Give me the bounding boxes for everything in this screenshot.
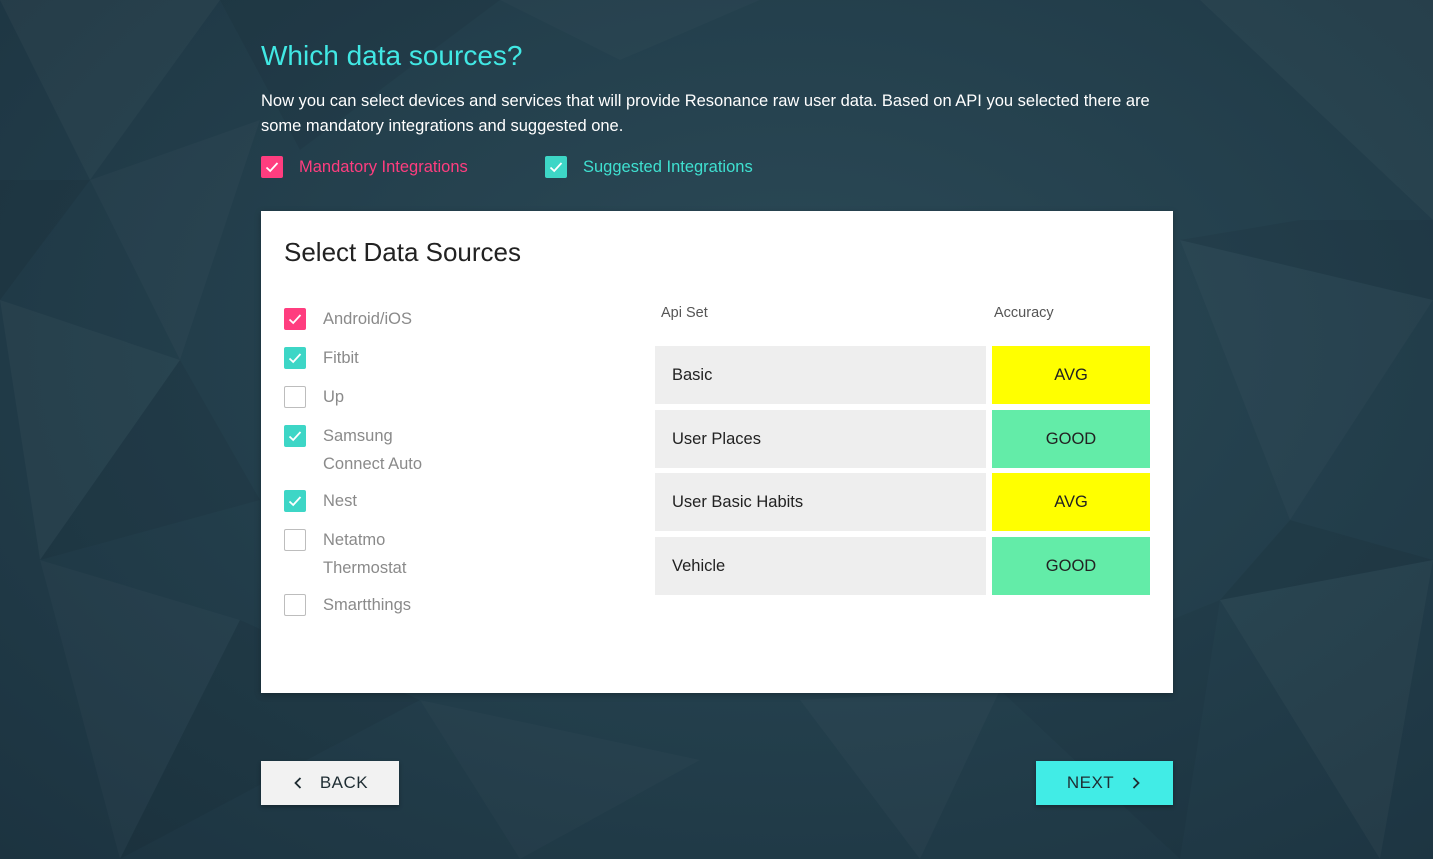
source-label: Smartthings — [323, 596, 412, 614]
accuracy-badge: GOOD — [992, 537, 1150, 595]
source-label: Fitbit — [323, 349, 359, 367]
source-checkbox[interactable] — [284, 308, 306, 330]
check-icon — [288, 353, 302, 364]
source-fitbit[interactable]: Fitbit — [284, 347, 443, 372]
check-icon — [288, 314, 302, 325]
legend-suggested-label: Suggested Integrations — [583, 157, 753, 176]
column-header-api-set: Api Set — [661, 305, 708, 321]
api-set-name: Vehicle — [655, 537, 986, 595]
table-row: Basic AVG — [655, 346, 1150, 404]
source-checkbox[interactable] — [284, 594, 306, 616]
chevron-right-icon — [1133, 777, 1140, 789]
page-description: Now you can select devices and services … — [261, 92, 1150, 135]
source-label: Nest — [323, 492, 357, 510]
card-title: Select Data Sources — [284, 237, 522, 267]
suggested-check-icon — [545, 156, 567, 178]
api-set-name: User Basic Habits — [655, 473, 986, 531]
table-row: User Places GOOD — [655, 410, 1150, 468]
source-up[interactable]: Up — [284, 386, 443, 411]
mandatory-check-icon — [261, 156, 283, 178]
source-label: Samsung Connect Auto — [323, 427, 423, 473]
table-row: Vehicle GOOD — [655, 537, 1150, 595]
source-android-ios[interactable]: Android/iOS — [284, 308, 443, 333]
source-label: Netatmo Thermostat — [323, 531, 407, 577]
accuracy-badge: GOOD — [992, 410, 1150, 468]
source-checkbox[interactable] — [284, 529, 306, 551]
api-set-name: User Places — [655, 410, 986, 468]
source-netatmo-thermostat[interactable]: Netatmo Thermostat — [284, 529, 443, 582]
accuracy-badge: AVG — [992, 473, 1150, 531]
source-nest[interactable]: Nest — [284, 490, 443, 515]
back-button[interactable]: BACK — [261, 761, 399, 805]
check-icon — [288, 496, 302, 507]
source-checkbox[interactable] — [284, 490, 306, 512]
data-sources-card: Select Data Sources Android/iOS Fitbit U… — [261, 211, 1173, 693]
next-button[interactable]: NEXT — [1036, 761, 1173, 805]
chevron-left-icon — [294, 777, 301, 789]
next-button-label: NEXT — [1066, 773, 1115, 792]
back-button-label: BACK — [319, 773, 369, 792]
legend-mandatory-label: Mandatory Integrations — [299, 157, 468, 176]
check-icon — [288, 431, 302, 442]
table-row: User Basic Habits AVG — [655, 473, 1150, 531]
column-header-accuracy: Accuracy — [994, 305, 1054, 321]
source-checkbox[interactable] — [284, 425, 306, 447]
source-label: Up — [323, 388, 345, 406]
page-title: Which data sources? — [261, 40, 523, 71]
source-label: Android/iOS — [323, 310, 412, 328]
source-samsung-connect-auto[interactable]: Samsung Connect Auto — [284, 425, 443, 478]
legend-suggested: Suggested Integrations — [545, 155, 753, 179]
accuracy-badge: AVG — [992, 346, 1150, 404]
source-checkbox[interactable] — [284, 386, 306, 408]
source-smartthings[interactable]: Smartthings — [284, 594, 443, 619]
source-checkbox[interactable] — [284, 347, 306, 369]
api-set-name: Basic — [655, 346, 986, 404]
legend-mandatory: Mandatory Integrations — [261, 155, 468, 179]
